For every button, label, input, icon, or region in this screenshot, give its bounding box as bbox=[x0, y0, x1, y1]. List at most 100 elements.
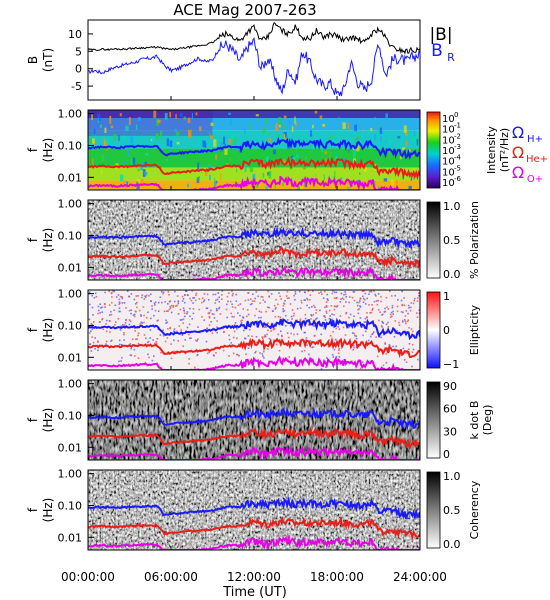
ellipticity-speckle bbox=[310, 306, 313, 308]
intensity-speckle bbox=[109, 116, 112, 124]
ellipticity-speckle bbox=[132, 314, 135, 317]
ellipticity-speckle bbox=[123, 339, 125, 341]
ellipticity-speckle bbox=[362, 295, 364, 298]
ellipticity-speckle bbox=[194, 366, 196, 369]
coherency-yunit: (Hz) bbox=[41, 498, 55, 523]
ellipticity-speckle bbox=[394, 320, 397, 322]
ellipticity-speckle bbox=[191, 318, 193, 320]
ellipticity-speckle bbox=[312, 313, 315, 316]
intensity-speckle bbox=[277, 134, 280, 139]
intensity-speckle bbox=[213, 139, 217, 147]
ellipticity-speckle bbox=[215, 307, 218, 310]
intensity-speckle bbox=[304, 156, 308, 160]
ellipticity-speckle bbox=[310, 357, 313, 360]
ellipticity-speckle bbox=[418, 309, 420, 311]
intensity-speckle bbox=[328, 152, 332, 159]
intensity-speckle bbox=[105, 155, 107, 159]
ellipticity-speckle bbox=[152, 355, 155, 357]
ellipticity-speckle bbox=[416, 316, 419, 319]
intensity-speckle bbox=[403, 125, 407, 133]
intensity-speckle bbox=[202, 140, 206, 148]
x-axis: 00:00:00 06:00:00 12:00:00 18:00:00 24:00:00 bbox=[61, 96, 447, 584]
intensity-speckle bbox=[282, 159, 286, 167]
ellipticity-speckle bbox=[261, 336, 264, 338]
legend-he-sub: He+ bbox=[526, 154, 548, 165]
intensity-speckle bbox=[198, 176, 200, 181]
ellipticity-speckle bbox=[406, 352, 409, 355]
ellipticity-speckle bbox=[228, 334, 230, 337]
ellipticity-speckle bbox=[385, 323, 388, 326]
intensity-speckle bbox=[215, 154, 217, 160]
ellipticity-speckle bbox=[273, 328, 276, 330]
ellipticity-speckle bbox=[247, 335, 250, 337]
intensity-speckle bbox=[229, 156, 232, 162]
intensity-speckle bbox=[122, 135, 127, 140]
intensity-speckle bbox=[228, 139, 232, 145]
ellipticity-speckle bbox=[344, 334, 347, 336]
ellipticity-panel: 1.00 0.10 0.01 f (Hz) 1 0 −1 Ellipticity bbox=[26, 288, 481, 371]
ellipticity-speckle bbox=[91, 323, 94, 326]
ellipticity-speckle bbox=[128, 295, 131, 298]
ellipticity-speckle bbox=[335, 356, 338, 358]
ellipticity-speckle bbox=[345, 311, 348, 314]
ellipticity-speckle bbox=[223, 331, 225, 333]
ellipticity-speckle bbox=[105, 323, 107, 325]
ellipticity-base bbox=[88, 290, 420, 370]
ellipticity-speckle bbox=[254, 351, 256, 354]
ellipticity-speckle bbox=[314, 318, 317, 320]
ellipticity-speckle bbox=[247, 291, 250, 294]
ellipticity-speckle bbox=[282, 305, 285, 307]
intensity-speckle bbox=[221, 150, 224, 154]
ellipticity-speckle bbox=[407, 319, 410, 321]
ellipticity-speckle bbox=[130, 354, 133, 357]
ellipticity-speckle bbox=[336, 304, 339, 307]
intensity-speckle bbox=[363, 167, 368, 172]
ellipticity-speckle bbox=[119, 310, 121, 313]
ellipticity-speckle bbox=[162, 329, 164, 331]
intensity-speckle bbox=[404, 130, 408, 137]
ellipticity-speckle bbox=[268, 306, 271, 309]
ellipticity-speckle bbox=[189, 307, 191, 310]
ellipticity-speckle bbox=[339, 315, 342, 317]
ellipticity-speckle bbox=[134, 330, 136, 332]
ellipticity-speckle bbox=[353, 291, 356, 293]
ellipticity-speckle bbox=[183, 312, 186, 314]
ellipticity-speckle bbox=[405, 352, 407, 354]
ellipticity-speckle bbox=[195, 294, 197, 297]
ellipticity-speckle bbox=[324, 319, 327, 321]
ellipticity-speckle bbox=[136, 306, 138, 309]
ellipticity-speckle bbox=[133, 315, 136, 318]
intensity-speckle bbox=[126, 182, 128, 186]
intensity-speckle bbox=[262, 127, 266, 134]
ellipticity-speckle bbox=[318, 292, 320, 294]
intensity-speckle bbox=[220, 173, 222, 181]
ellipticity-speckle bbox=[242, 308, 244, 310]
ellipticity-speckle bbox=[225, 308, 228, 311]
ellipticity-speckle bbox=[105, 330, 108, 333]
ellipticity-speckle bbox=[274, 315, 277, 318]
ellipticity-speckle bbox=[334, 338, 337, 341]
coherency-cb-tick: 0.0 bbox=[443, 538, 461, 551]
ellipticity-speckle bbox=[117, 317, 120, 320]
ellipticity-speckle bbox=[264, 301, 266, 303]
ellipticity-speckle bbox=[167, 327, 169, 330]
ellipticity-speckle bbox=[142, 306, 145, 308]
ellipticity-speckle bbox=[135, 301, 138, 304]
ellipticity-speckle bbox=[328, 309, 331, 312]
ellipticity-ytick-label: 0.01 bbox=[58, 351, 83, 364]
ellipticity-speckle bbox=[248, 328, 251, 331]
intensity-speckle bbox=[385, 113, 389, 121]
intensity-speckle bbox=[382, 148, 386, 151]
gyro-he-line bbox=[88, 425, 420, 451]
ellipticity-speckle bbox=[361, 326, 363, 328]
intensity-speckle bbox=[348, 149, 350, 153]
ellipticity-speckle bbox=[390, 295, 393, 297]
intensity-speckle bbox=[215, 180, 218, 184]
kdotb-yunit: (Hz) bbox=[41, 408, 55, 433]
ellipticity-speckle bbox=[180, 329, 183, 331]
ellipticity-speckle bbox=[258, 316, 260, 319]
intensity-cb-tick: 10 bbox=[442, 114, 455, 125]
ellipticity-speckle bbox=[376, 303, 379, 306]
ellipticity-speckle bbox=[179, 319, 182, 321]
